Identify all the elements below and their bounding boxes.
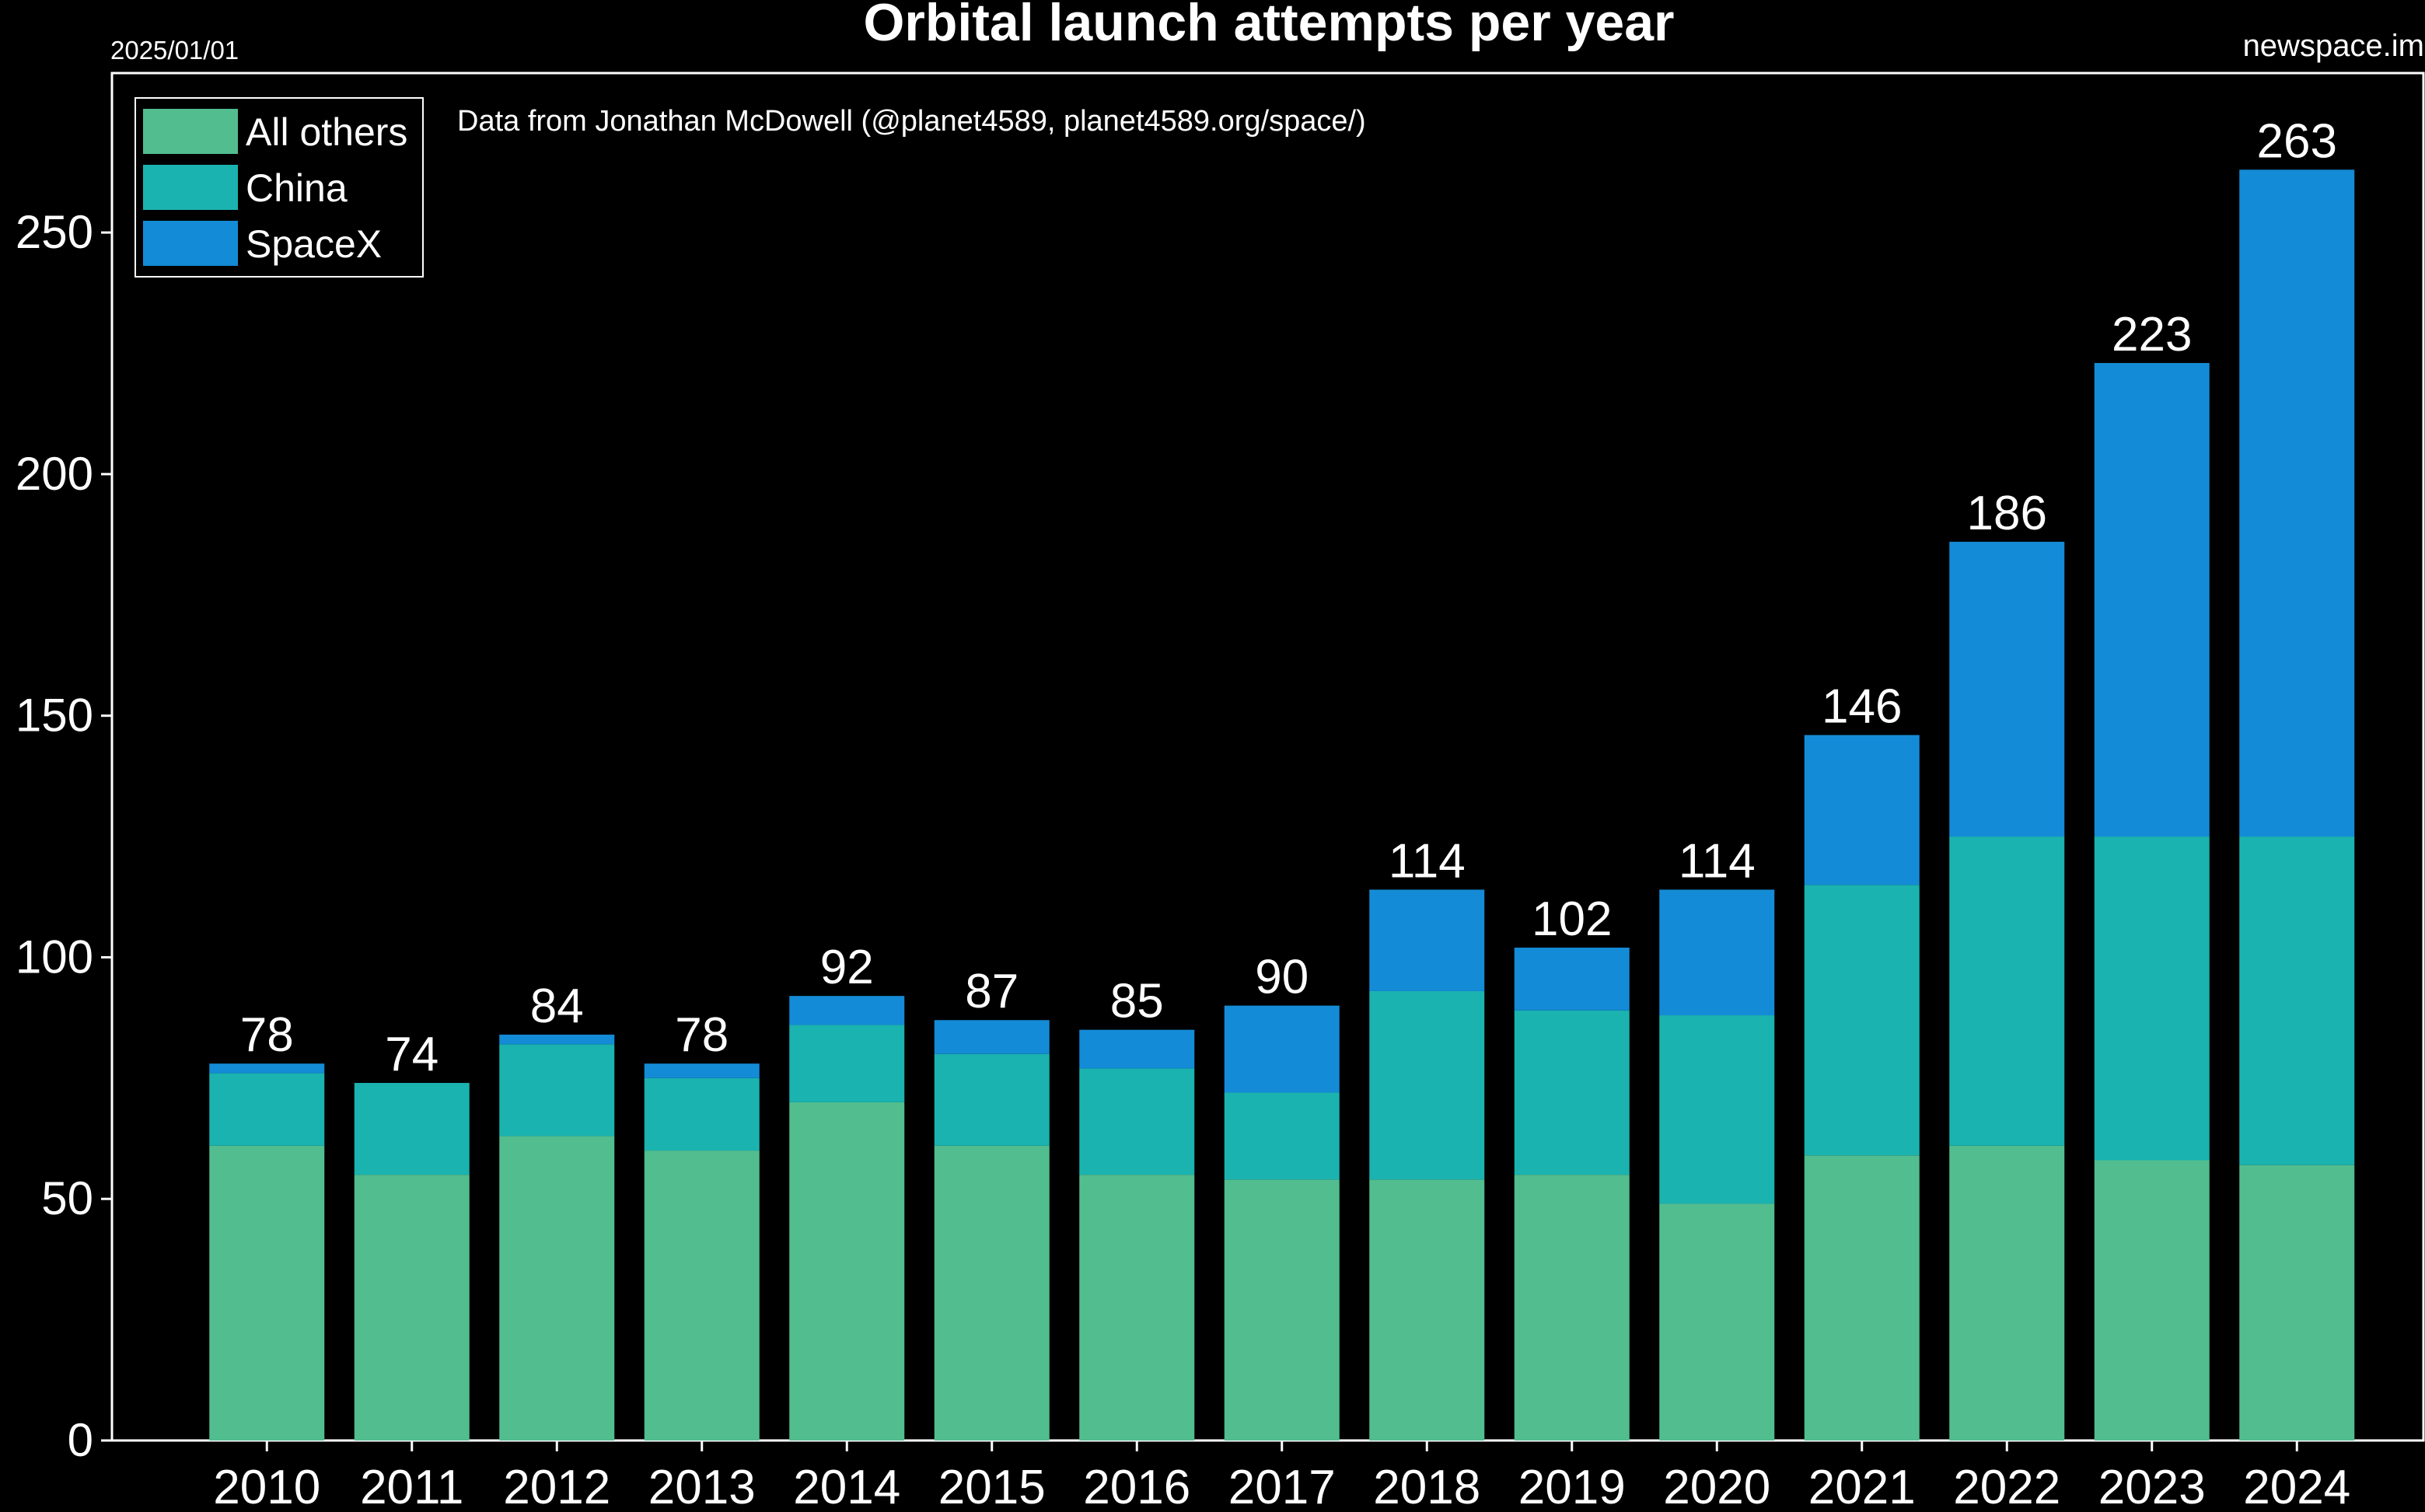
- x-tick-label: 2020: [1663, 1461, 1770, 1508]
- y-axis: 0 50 100 150 200 250: [16, 206, 112, 1466]
- bar-segment: [1514, 948, 1630, 1011]
- bar-segment: [1369, 990, 1485, 1180]
- bar-segment: [1514, 1175, 1630, 1440]
- y-tick-label: 0: [68, 1414, 93, 1466]
- x-tick-label: 2018: [1373, 1461, 1480, 1508]
- bar-segment: [1079, 1068, 1195, 1175]
- y-tick-label: 200: [16, 448, 93, 500]
- total-label: 102: [1532, 892, 1612, 946]
- legend-swatch: [143, 109, 238, 154]
- bar-segment: [354, 1175, 470, 1440]
- total-label: 114: [1679, 834, 1756, 888]
- x-tick-label: 2010: [213, 1461, 320, 1508]
- bar-segment: [2094, 836, 2210, 1161]
- bar-segment: [934, 1020, 1050, 1054]
- legend-swatch: [143, 165, 238, 210]
- bar-segment: [644, 1077, 760, 1151]
- bar-segment: [1079, 1175, 1195, 1440]
- y-tick-label: 150: [16, 690, 93, 742]
- x-tick-label: 2016: [1083, 1461, 1190, 1508]
- bar-segment: [1369, 889, 1485, 991]
- x-tick-label: 2011: [360, 1461, 463, 1508]
- bar-segment: [1224, 1005, 1340, 1093]
- bar-segment: [499, 1136, 615, 1440]
- total-label: 78: [240, 1008, 294, 1062]
- x-tick-label: 2019: [1518, 1461, 1626, 1508]
- bar-segment: [209, 1063, 325, 1074]
- x-tick-label: 2024: [2243, 1461, 2350, 1508]
- bar-segment: [644, 1063, 760, 1078]
- total-label: 74: [385, 1028, 439, 1081]
- x-axis: 2010 2011 2012 2013 2014 2015 2016 2017 2018 2019…: [213, 1440, 2350, 1512]
- total-label: 223: [2112, 308, 2192, 361]
- legend-label: All others: [246, 110, 407, 154]
- total-label: 92: [820, 941, 874, 994]
- bar-segment: [789, 996, 905, 1025]
- bar-segment: [789, 1025, 905, 1102]
- legend-swatch: [143, 221, 238, 266]
- bar-segment: [934, 1053, 1050, 1146]
- bar-segment: [2094, 1160, 2210, 1440]
- bar-segment: [1659, 1015, 1775, 1204]
- bar-segment: [1224, 1179, 1340, 1440]
- bar-segment: [1659, 889, 1775, 1016]
- bar-segment: [1949, 541, 2065, 837]
- bar-segment: [789, 1102, 905, 1440]
- bar-segment: [499, 1044, 615, 1137]
- y-tick-label: 50: [41, 1172, 93, 1224]
- total-label: 87: [965, 965, 1019, 1018]
- x-tick-label: 2014: [793, 1461, 900, 1508]
- bar-segment: [644, 1151, 760, 1440]
- y-tick-label: 250: [16, 206, 93, 258]
- bar-segment: [2094, 362, 2210, 837]
- legend: All others China SpaceX: [135, 97, 424, 278]
- bar-segment: [934, 1145, 1050, 1440]
- date-label: 2025/01/01: [110, 36, 239, 65]
- bar-segment: [1949, 836, 2065, 1146]
- bar-segment: [209, 1145, 325, 1440]
- total-label: 78: [675, 1008, 729, 1062]
- bar-segment: [354, 1083, 470, 1175]
- bar-segment: [1369, 1179, 1485, 1440]
- y-tick-label: 100: [16, 931, 93, 983]
- site-label: newspace.im: [2243, 29, 2424, 63]
- bar-segment: [2239, 169, 2355, 837]
- bar-segment: [1079, 1029, 1195, 1069]
- bar-segment: [1804, 885, 1920, 1156]
- bar-segment: [2239, 836, 2355, 1165]
- x-tick-label: 2023: [2098, 1461, 2206, 1508]
- bar-segment: [1224, 1092, 1340, 1180]
- total-label: 85: [1110, 975, 1164, 1028]
- total-label: 114: [1389, 834, 1466, 888]
- bar-segment: [1949, 1145, 2065, 1440]
- bars-layer: [209, 169, 2355, 1440]
- bar-segment: [1659, 1203, 1775, 1440]
- legend-label: China: [246, 166, 348, 210]
- total-label: 84: [530, 979, 584, 1033]
- bar-segment: [1804, 735, 1920, 885]
- total-label: 90: [1255, 951, 1309, 1004]
- bar-segment: [1804, 1155, 1920, 1440]
- x-tick-label: 2017: [1228, 1461, 1336, 1508]
- x-tick-label: 2021: [1808, 1461, 1916, 1508]
- x-tick-label: 2012: [503, 1461, 610, 1508]
- total-label: 263: [2257, 114, 2337, 168]
- bar-segment: [209, 1073, 325, 1146]
- legend-label: SpaceX: [246, 222, 382, 266]
- chart-title: Orbital launch attempts per year: [864, 0, 1675, 52]
- total-label: 146: [1822, 680, 1902, 734]
- bar-segment: [2239, 1165, 2355, 1440]
- x-tick-label: 2013: [648, 1461, 756, 1508]
- bar-segment: [499, 1034, 615, 1045]
- total-label: 186: [1967, 487, 2047, 540]
- x-tick-label: 2022: [1953, 1461, 2060, 1508]
- total-labels-layer: 78 74 84 78 92 87 85 90 114 102 114 146 186 223 263: [240, 114, 2337, 1081]
- bar-segment: [1514, 1010, 1630, 1175]
- x-tick-label: 2015: [938, 1461, 1046, 1508]
- source-note: Data from Jonathan McDowell (@planet4589…: [457, 105, 1366, 138]
